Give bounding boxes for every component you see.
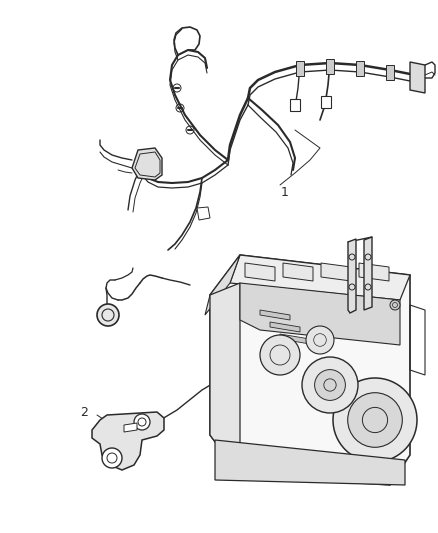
Circle shape [348, 393, 402, 447]
Polygon shape [205, 255, 240, 315]
Polygon shape [290, 99, 300, 111]
Circle shape [390, 465, 400, 475]
Polygon shape [245, 263, 275, 281]
Polygon shape [296, 61, 304, 76]
Circle shape [220, 460, 230, 470]
Polygon shape [124, 423, 137, 432]
Circle shape [260, 335, 300, 375]
Polygon shape [280, 334, 310, 344]
Circle shape [102, 448, 122, 468]
Polygon shape [132, 148, 162, 180]
Polygon shape [410, 62, 425, 93]
Polygon shape [364, 237, 372, 310]
Circle shape [97, 304, 119, 326]
Circle shape [134, 414, 150, 430]
Polygon shape [92, 412, 164, 470]
Polygon shape [215, 440, 405, 485]
Polygon shape [326, 59, 334, 74]
Polygon shape [348, 239, 356, 313]
Circle shape [333, 378, 417, 462]
Polygon shape [197, 207, 210, 220]
Circle shape [306, 326, 334, 354]
Polygon shape [359, 263, 389, 281]
Polygon shape [230, 255, 410, 300]
Polygon shape [210, 255, 410, 485]
Polygon shape [270, 322, 300, 332]
Circle shape [302, 357, 358, 413]
Text: 2: 2 [80, 406, 88, 418]
Polygon shape [240, 283, 400, 345]
Polygon shape [321, 96, 331, 108]
Polygon shape [356, 61, 364, 76]
Polygon shape [321, 263, 351, 281]
Circle shape [390, 300, 400, 310]
Polygon shape [386, 65, 394, 80]
Circle shape [314, 369, 346, 400]
Polygon shape [283, 263, 313, 281]
Polygon shape [260, 310, 290, 320]
Polygon shape [210, 283, 240, 475]
Text: 1: 1 [281, 185, 289, 198]
